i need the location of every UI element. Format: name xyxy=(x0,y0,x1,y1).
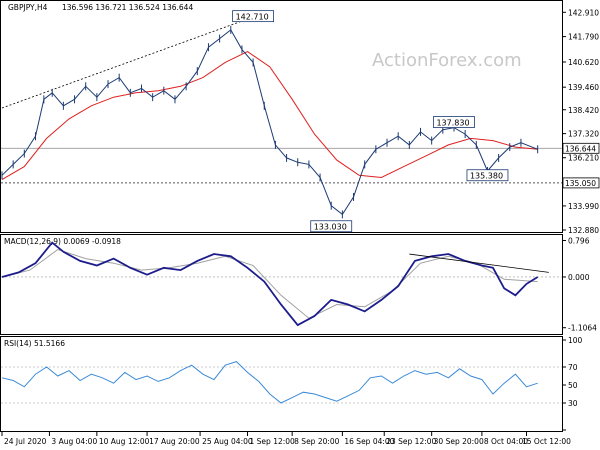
rsi-ytick-label: 70 xyxy=(568,363,578,372)
current-price-label: 136.644 xyxy=(565,144,596,153)
price-ytick-label: 138.420 xyxy=(568,106,599,115)
xtick-label: 10 Aug 12:00 xyxy=(99,437,150,446)
macd-ytick-label: 0.796 xyxy=(568,236,590,245)
macd-panel-frame xyxy=(0,234,563,335)
rsi-ytick-label: 50 xyxy=(568,381,578,390)
price-ytick-label: 142.910 xyxy=(568,8,599,17)
xtick-label: 30 Sep 20:00 xyxy=(434,437,484,446)
price-layer: 142.710 137.830 135.380 133.030 xyxy=(1,10,539,233)
price-header: GBPJPY,H4 136.596 136.721 136.524 136.64… xyxy=(8,3,193,12)
xtick-label: 16 Sep 04:00 xyxy=(344,437,394,446)
price-ytick-label: 137.320 xyxy=(568,130,599,139)
xtick-label: 8 Oct 04:00 xyxy=(484,437,528,446)
price-ytick-label: 136.210 xyxy=(568,154,599,163)
rsi-ytick-label: 100 xyxy=(568,336,583,345)
y-axis-labels: 142.910 141.790 140.620 139.460 138.420 137.3… xyxy=(562,8,600,431)
xtick-label: 17 Aug 20:00 xyxy=(149,437,200,446)
support-label-box xyxy=(562,177,600,189)
annotation-label: 142.710 xyxy=(236,13,269,22)
xtick-label: 1 Sep 12:00 xyxy=(250,437,296,446)
current-price-box xyxy=(562,142,600,154)
annotation-box xyxy=(433,116,475,128)
support-label: 135.050 xyxy=(565,179,596,188)
rsi-panel-frame xyxy=(0,336,563,432)
symbol-label: GBPJPY,H4 xyxy=(8,3,48,12)
xtick-label: 8 Sep 20:00 xyxy=(294,437,340,446)
price-ytick-label: 133.990 xyxy=(568,202,599,211)
rsi-layer xyxy=(1,361,562,404)
xtick-label: 23 Sep 12:00 xyxy=(386,437,436,446)
macd-layer xyxy=(1,241,562,327)
price-ytick-label: 140.620 xyxy=(568,58,599,67)
xtick-label: 24 Jul 2020 xyxy=(4,437,47,446)
xtick-label: 3 Aug 04:00 xyxy=(51,437,97,446)
macd-trendline xyxy=(409,253,549,273)
rsi-ytick-label: 30 xyxy=(568,399,578,408)
rsi-header: RSI(14) 51.5166 xyxy=(4,339,65,348)
price-ytick-label: 132.880 xyxy=(568,226,599,235)
xtick-label: 25 Aug 04:00 xyxy=(202,437,253,446)
macd-signal-line xyxy=(1,248,538,319)
annotation-box xyxy=(232,10,275,23)
price-ytick-label: 141.790 xyxy=(568,33,599,42)
x-axis-labels: 24 Jul 2020 3 Aug 04:00 10 Aug 12:00 17 Aug… xyxy=(1,432,571,446)
price-ytick-label: 139.460 xyxy=(568,83,599,92)
annotation-box xyxy=(466,169,509,182)
moving-average-line xyxy=(1,51,538,181)
annotation-label: 137.830 xyxy=(436,119,469,128)
rsi-line xyxy=(1,361,538,404)
ohlc-label: 136.596 136.721 136.524 136.644 xyxy=(62,3,193,12)
macd-ytick-label: -1.1064 xyxy=(568,324,597,333)
annotation-label: 135.380 xyxy=(470,172,503,181)
xtick-label: 15 Oct 12:00 xyxy=(522,437,571,446)
price-panel-frame xyxy=(0,0,563,233)
annotation-box xyxy=(310,220,353,233)
price-trendline xyxy=(1,18,248,109)
price-grid xyxy=(1,147,562,184)
macd-header: MACD(12,26,9) 0.0069 -0.0918 xyxy=(4,237,121,246)
watermark: ActionForex.com xyxy=(372,50,522,71)
annotation-label: 133.030 xyxy=(314,223,347,232)
macd-ytick-label: 0.000 xyxy=(568,273,590,282)
